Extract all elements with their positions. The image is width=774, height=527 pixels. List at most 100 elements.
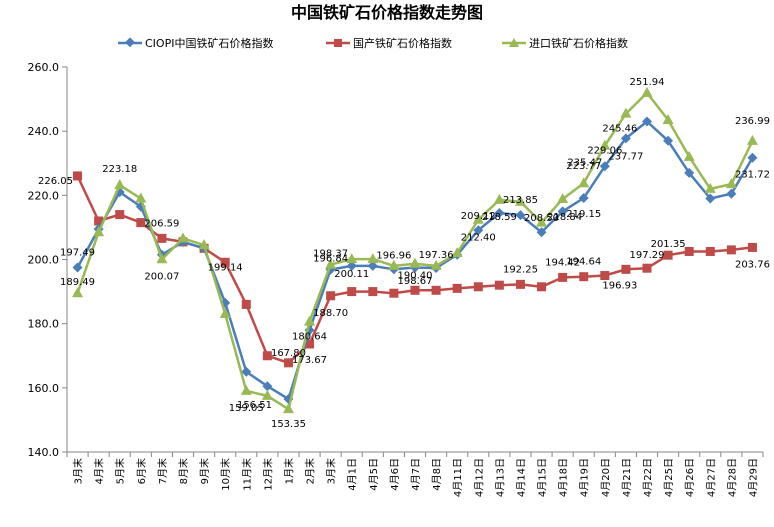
data-point xyxy=(726,245,736,255)
data-point xyxy=(536,216,548,227)
data-label: 218.59 xyxy=(482,212,517,223)
data-label: 199.14 xyxy=(208,262,243,273)
data-point xyxy=(198,239,210,250)
x-tick-label: 12月末 xyxy=(261,458,274,491)
data-label: 198.37 xyxy=(313,249,348,260)
y-tick-label: 200.0 xyxy=(28,254,60,267)
x-tick-label: 6月末 xyxy=(135,458,148,484)
data-point xyxy=(73,171,83,181)
data-point xyxy=(135,192,147,203)
x-tick-label: 10月末 xyxy=(219,458,232,491)
data-label: 194.64 xyxy=(566,257,601,268)
data-point xyxy=(115,210,125,220)
data-label: 223.18 xyxy=(102,164,137,175)
data-point xyxy=(368,287,378,297)
data-point xyxy=(514,195,526,206)
data-point xyxy=(241,366,252,377)
data-point xyxy=(94,216,104,226)
data-point xyxy=(558,272,568,282)
data-point xyxy=(72,262,83,273)
data-point xyxy=(283,358,293,368)
data-point xyxy=(346,253,358,264)
data-label: 159.05 xyxy=(229,403,264,414)
data-point xyxy=(367,260,378,271)
data-label: 201.35 xyxy=(651,239,686,250)
data-point xyxy=(156,253,168,264)
series-2 xyxy=(72,86,758,414)
data-label: 231.72 xyxy=(735,170,770,181)
x-tick-label: 4月6日 xyxy=(389,458,401,491)
data-point xyxy=(261,389,273,400)
data-point xyxy=(662,113,674,124)
data-point xyxy=(494,280,504,290)
data-point xyxy=(472,213,484,224)
data-label: 194.42 xyxy=(545,257,580,268)
data-point xyxy=(347,287,357,297)
data-point xyxy=(684,246,694,256)
data-label: 197.29 xyxy=(630,250,665,261)
x-tick-label: 4月12日 xyxy=(473,458,485,497)
data-point xyxy=(431,285,441,295)
data-label: 219.15 xyxy=(566,209,601,220)
data-label: 196.84 xyxy=(313,254,348,265)
x-tick-label: 4月19日 xyxy=(579,458,591,497)
data-point xyxy=(684,167,695,178)
y-tick-label: 240.0 xyxy=(28,125,60,138)
data-point xyxy=(599,161,610,172)
x-tick-label: 9月末 xyxy=(198,458,211,484)
data-label: 208.50 xyxy=(524,213,559,224)
data-labels-layer: 197.49 189.49 226.05 223.18 200.07 206.59 199.… xyxy=(38,77,770,430)
data-point xyxy=(663,135,674,146)
x-tick-label: 4月13日 xyxy=(494,458,506,497)
data-point xyxy=(578,177,590,188)
data-point xyxy=(136,218,146,228)
data-point xyxy=(410,285,420,295)
y-tick-label: 220.0 xyxy=(28,189,60,202)
data-point xyxy=(177,232,189,243)
data-point xyxy=(578,193,589,204)
data-label: 212.40 xyxy=(461,233,496,244)
data-label: 198.67 xyxy=(398,276,433,287)
data-label: 188.70 xyxy=(313,308,348,319)
y-tick-label: 260.0 xyxy=(28,61,60,74)
data-label: 206.59 xyxy=(144,218,179,229)
data-label: 251.94 xyxy=(630,77,665,88)
data-label: 197.36 xyxy=(419,250,454,261)
data-point xyxy=(409,257,421,268)
data-point xyxy=(663,250,673,260)
legend: CIOPI中国铁矿石价格指数 国产铁矿石价格指数 进口铁矿石价格指数 xyxy=(118,36,628,50)
data-label: 245.46 xyxy=(602,124,637,135)
data-point xyxy=(641,86,653,97)
x-tick-label: 4月15日 xyxy=(537,458,549,497)
data-point xyxy=(282,403,294,414)
data-label: 197.49 xyxy=(60,248,95,259)
legend-item-imported: 进口铁矿石价格指数 xyxy=(502,36,628,50)
legend-label-ciopi: CIOPI中国铁矿石价格指数 xyxy=(145,36,273,50)
data-point xyxy=(620,133,631,144)
legend-item-domestic: 国产铁矿石价格指数 xyxy=(326,36,452,50)
data-point xyxy=(219,308,231,319)
x-tick-label: 4月14日 xyxy=(515,458,527,497)
x-tick-label: 4月末 xyxy=(93,458,106,484)
legend-item-ciopi: CIOPI中国铁矿石价格指数 xyxy=(118,36,273,50)
data-point xyxy=(304,315,316,326)
data-point xyxy=(430,259,442,270)
data-point xyxy=(305,339,315,349)
x-tick-label: 4月25日 xyxy=(663,458,675,497)
data-point xyxy=(473,282,483,292)
x-tick-label: 4月20日 xyxy=(600,458,612,497)
data-point xyxy=(262,351,272,361)
data-point xyxy=(473,225,484,236)
chart-title: 中国铁矿石价格指数走势图 xyxy=(291,3,483,22)
data-point xyxy=(515,210,526,221)
data-label: 226.05 xyxy=(38,176,73,187)
data-point xyxy=(683,150,695,161)
data-label: 156.51 xyxy=(237,400,272,411)
data-point xyxy=(389,288,399,298)
data-point xyxy=(726,188,737,199)
data-point xyxy=(579,272,589,282)
data-label: 218.84 xyxy=(547,212,582,223)
data-point xyxy=(326,291,336,301)
data-point xyxy=(725,178,737,189)
data-label: 236.99 xyxy=(735,116,770,127)
